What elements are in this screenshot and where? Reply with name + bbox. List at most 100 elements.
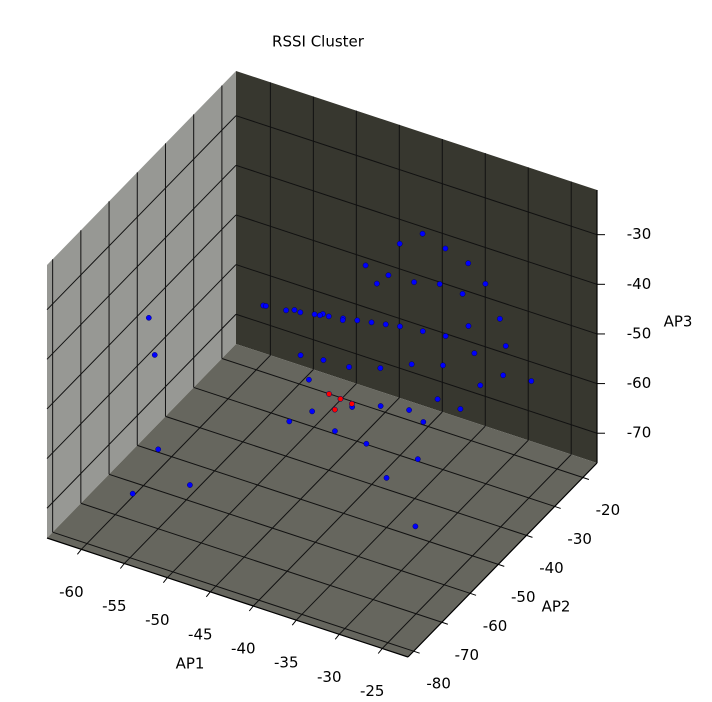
point — [436, 281, 443, 287]
grid-line — [381, 454, 572, 649]
point — [297, 309, 304, 316]
left-pane — [47, 71, 236, 538]
point — [406, 407, 412, 413]
x-tick — [334, 634, 340, 640]
x-tick — [119, 563, 125, 569]
point — [325, 313, 332, 320]
y-tick-label: -30 — [567, 530, 592, 548]
point — [471, 350, 478, 357]
point — [500, 372, 506, 379]
point — [419, 230, 426, 237]
y-axis-line — [407, 462, 598, 658]
point — [339, 317, 346, 323]
z-axis-label: AP3 — [664, 313, 693, 331]
chart-title: RSSI Cluster — [272, 33, 365, 51]
point — [263, 303, 269, 309]
grid-line — [235, 164, 598, 285]
point — [286, 418, 293, 425]
point — [396, 240, 403, 247]
point — [457, 406, 464, 412]
grid-line — [221, 358, 584, 478]
grid-line — [46, 164, 237, 360]
point — [459, 291, 466, 297]
point — [383, 475, 390, 481]
x-tick — [291, 619, 297, 626]
grid-line — [235, 313, 598, 434]
point — [155, 446, 162, 453]
grid-line — [165, 415, 527, 536]
z-tick-label: -60 — [627, 374, 652, 392]
z-tick-label: -30 — [627, 225, 652, 243]
x-axis-line — [46, 537, 409, 658]
grid-line — [123, 369, 314, 564]
point — [414, 456, 421, 462]
point — [362, 262, 369, 269]
grid-line — [137, 444, 499, 565]
point — [482, 280, 489, 287]
y-tick — [526, 534, 533, 538]
point — [408, 361, 415, 368]
grid-line — [46, 214, 237, 410]
point — [331, 406, 338, 413]
point — [528, 378, 535, 384]
grid-line — [46, 264, 237, 459]
z-tick-label: -70 — [627, 424, 652, 442]
grid-line — [235, 115, 598, 236]
point — [311, 311, 318, 318]
x-tick-label: -60 — [59, 583, 84, 601]
grid-line — [235, 264, 598, 385]
point — [129, 490, 136, 497]
point — [465, 260, 472, 267]
point — [363, 440, 370, 447]
x-tick — [76, 549, 82, 555]
grid-line — [80, 502, 443, 623]
point — [502, 343, 509, 349]
point — [497, 315, 503, 322]
point — [187, 482, 193, 488]
point — [397, 323, 403, 330]
x-tick — [377, 648, 383, 654]
point — [306, 376, 312, 383]
point — [419, 328, 426, 335]
y-tick-label: -80 — [426, 675, 451, 693]
grid-line — [252, 411, 443, 607]
point — [297, 352, 304, 359]
point — [442, 245, 449, 252]
grid-line — [295, 425, 486, 621]
y-tick — [441, 621, 449, 625]
x-tick-label: -35 — [274, 654, 299, 672]
point — [412, 523, 419, 530]
point — [354, 317, 361, 324]
point — [346, 364, 352, 370]
point — [385, 272, 392, 279]
x-tick-label: -45 — [188, 625, 213, 643]
y-tick — [582, 477, 590, 480]
point — [368, 319, 375, 326]
point — [320, 357, 327, 363]
y-tick — [498, 563, 505, 567]
grid-line — [338, 439, 529, 635]
point — [283, 307, 289, 314]
point — [434, 396, 441, 403]
x-tick-label: -55 — [102, 597, 127, 615]
point — [349, 400, 355, 407]
y-tick — [554, 505, 561, 509]
y-tick-label: -40 — [539, 559, 564, 577]
x-tick-label: -30 — [317, 668, 342, 686]
point — [326, 391, 332, 397]
point — [377, 365, 384, 371]
y-tick-label: -50 — [511, 588, 536, 606]
point — [477, 382, 484, 389]
point — [377, 403, 384, 409]
point — [332, 428, 338, 434]
x-tick-label: -25 — [360, 682, 385, 700]
x-tick-label: -50 — [145, 611, 170, 629]
point — [374, 280, 380, 287]
z-tick-label: -50 — [627, 324, 652, 342]
y-tick — [413, 650, 420, 654]
y-axis-label: AP2 — [542, 598, 571, 616]
z-tick-label: -40 — [627, 275, 652, 293]
grid-line — [46, 115, 237, 311]
x-axis-label: AP1 — [176, 655, 205, 673]
